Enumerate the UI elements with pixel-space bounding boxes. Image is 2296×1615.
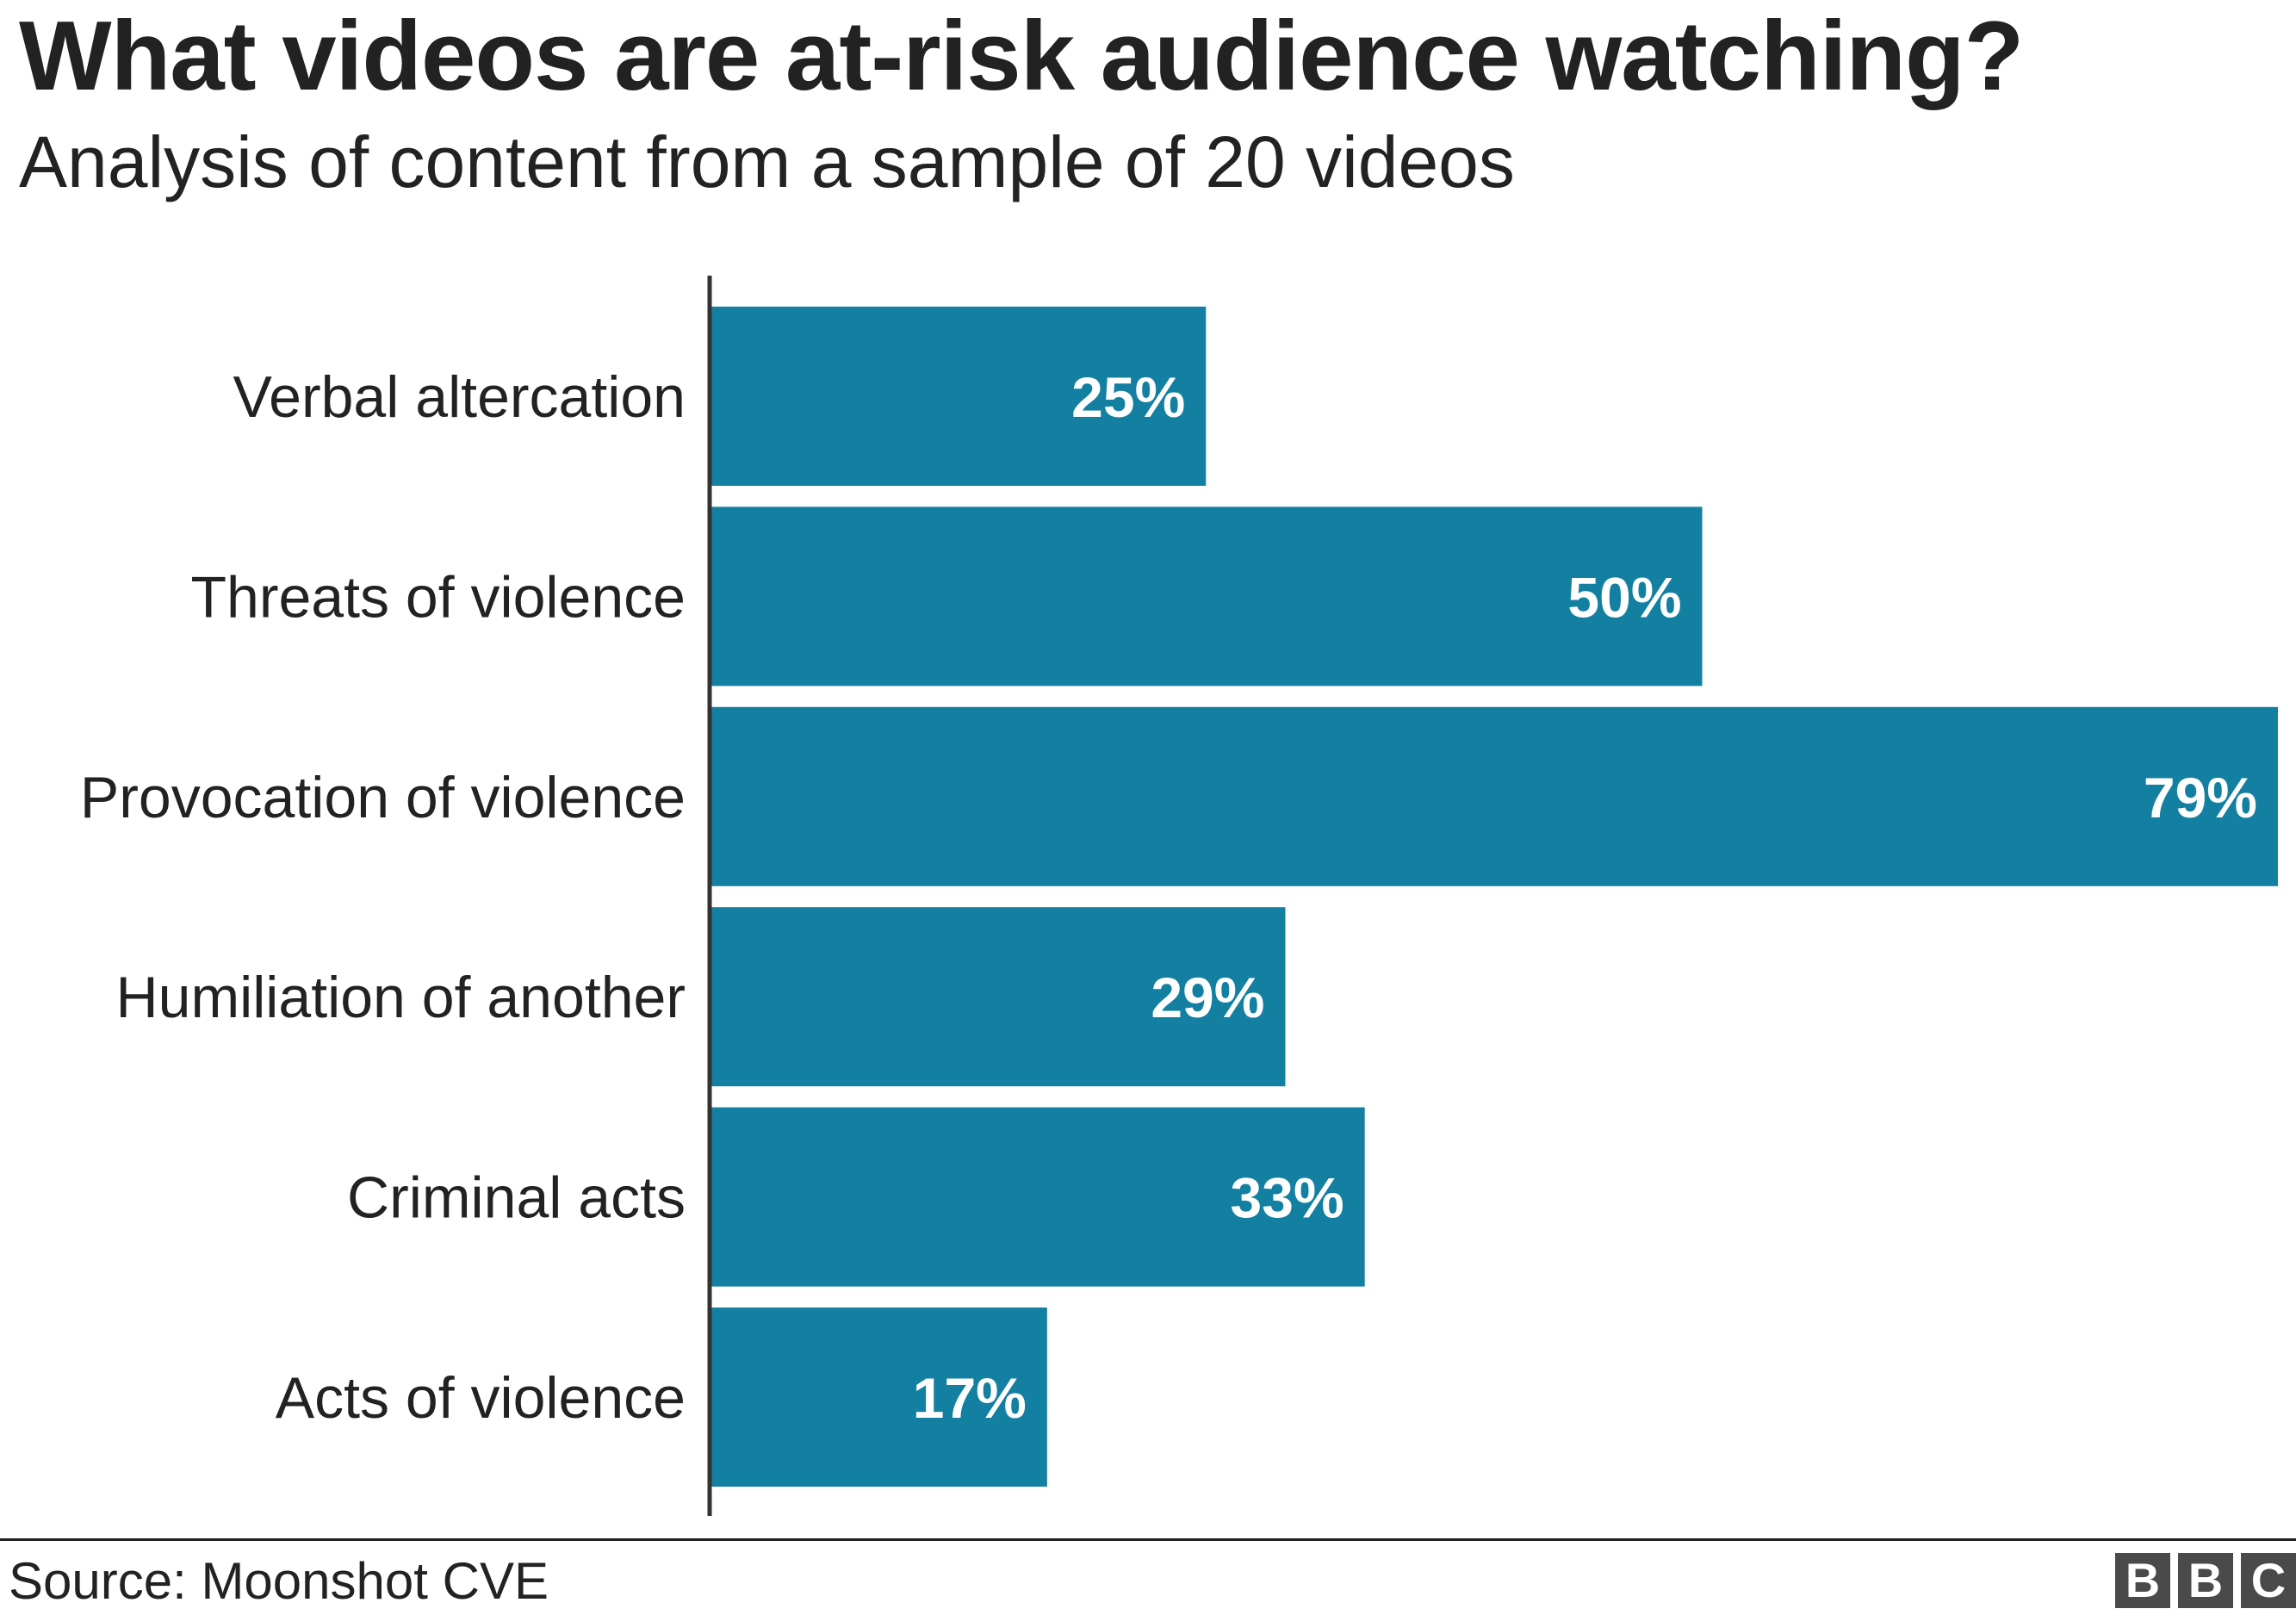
category-label: Provocation of violence xyxy=(80,765,686,830)
value-label: 29% xyxy=(1151,966,1264,1029)
bar-acts-of-violence xyxy=(710,1308,1047,1487)
bbc-logo: B B C xyxy=(2115,1553,2296,1608)
footer-divider xyxy=(0,1538,2296,1541)
chart-subtitle: Analysis of content from a sample of 20 … xyxy=(19,121,1515,202)
category-label: Criminal acts xyxy=(347,1165,686,1231)
value-label: 33% xyxy=(1231,1166,1344,1230)
bar-chart: Verbal altercation 25% Threats of violence… xyxy=(80,276,2278,1516)
logo-letter: C xyxy=(2241,1553,2296,1608)
value-label: 50% xyxy=(1567,565,1681,629)
bar-threats-of-violence xyxy=(710,506,1703,686)
bar-provocation-of-violence xyxy=(710,706,2278,886)
bar-verbal-altercation xyxy=(710,307,1207,486)
bar-humiliation-of-another xyxy=(710,907,1286,1087)
value-label: 25% xyxy=(1071,365,1185,429)
logo-letter: B xyxy=(2178,1553,2233,1608)
category-label: Acts of violence xyxy=(276,1365,686,1431)
value-label: 79% xyxy=(2144,766,2257,829)
bar-criminal-acts xyxy=(710,1107,1365,1287)
category-label: Humiliation of another xyxy=(116,965,686,1030)
category-label: Threats of violence xyxy=(190,564,686,630)
source-note: Source: Moonshot CVE xyxy=(9,1552,549,1610)
chart-title: What videos are at-risk audience watchin… xyxy=(19,2,2024,111)
logo-letter: B xyxy=(2115,1553,2170,1608)
value-label: 17% xyxy=(913,1366,1027,1430)
category-label: Verbal altercation xyxy=(233,364,686,430)
